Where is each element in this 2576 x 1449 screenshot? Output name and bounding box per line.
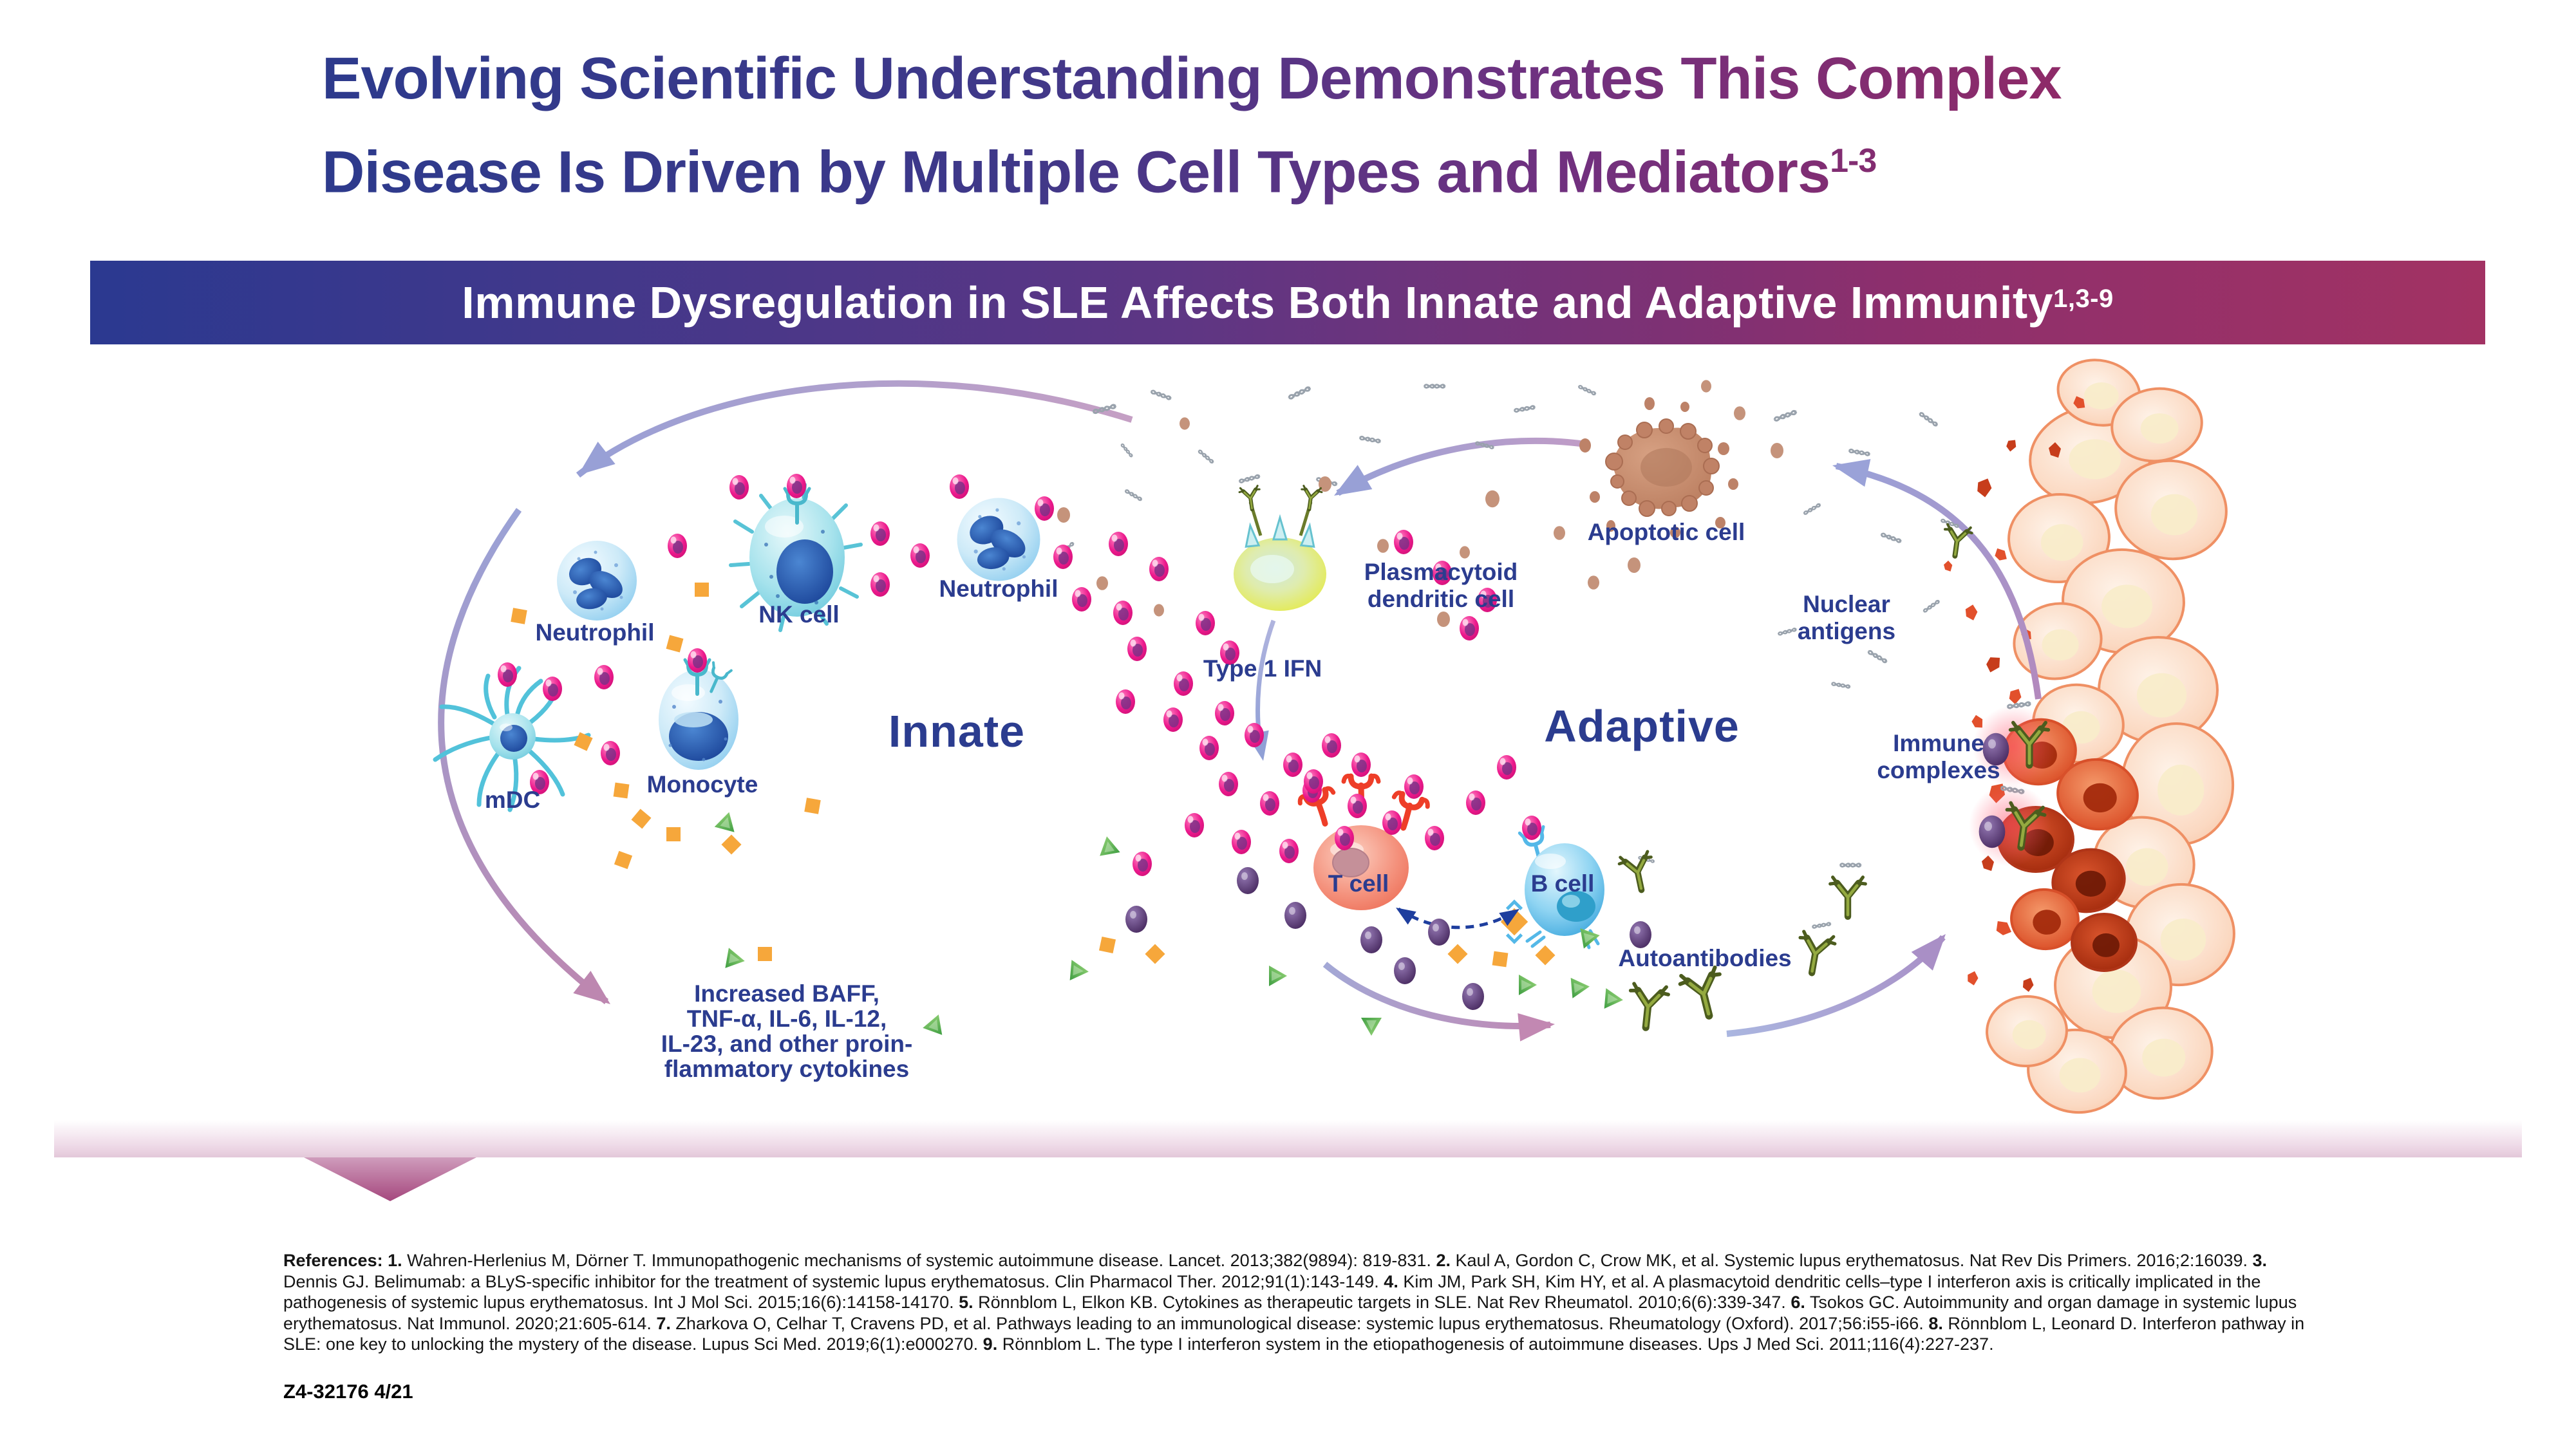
label-monocyte: Monocyte	[646, 771, 758, 798]
page-title-line2: Disease Is Driven by Multiple Cell Types…	[322, 139, 1877, 205]
neutrophil-left-illustration	[557, 541, 637, 621]
label-type1-ifn: Type 1 IFN	[1203, 655, 1322, 682]
divider-band	[54, 1120, 2522, 1157]
label-mdc: mDC	[484, 787, 541, 813]
apoptotic-cell-illustration	[1579, 397, 1738, 538]
label-pdc: Plasmacytoid dendritic cell	[1364, 559, 1518, 612]
monocyte-illustration	[659, 660, 738, 770]
label-innate: Innate	[888, 706, 1026, 756]
plasmacytoid-dendritic-cell-illustration	[1234, 501, 1326, 611]
label-nuclear-antigens: Nuclear antigens	[1797, 591, 1896, 644]
label-b-cell: B cell	[1530, 870, 1595, 897]
banner-reference-superscript: 1,3-9	[2053, 284, 2114, 313]
neutrophil-right-illustration	[957, 498, 1040, 581]
page-title: Evolving Scientific Understanding Demons…	[322, 37, 2062, 214]
document-code: Z4-32176 4/21	[283, 1380, 413, 1403]
banner-text: Immune Dysregulation in SLE Affects Both…	[462, 277, 2054, 328]
label-adaptive: Adaptive	[1544, 701, 1740, 751]
references-text: References: 1. Wahren-Herlenius M, Dörne…	[283, 1251, 2305, 1354]
label-autoantibodies: Autoantibodies	[1618, 945, 1792, 971]
label-immune-complexes: Immune complexes	[1877, 730, 2000, 783]
label-neutrophil-left: Neutrophil	[535, 619, 655, 646]
inflamed-tissue-illustration	[1986, 359, 2235, 1114]
label-apoptotic-cell: Apoptotic cell	[1587, 519, 1745, 545]
label-t-cell: T cell	[1328, 870, 1389, 897]
title-reference-superscript: 1-3	[1830, 142, 1877, 180]
pdc-receptor-antibody	[1239, 485, 1262, 510]
page-title-line1: Evolving Scientific Understanding Demons…	[322, 46, 2062, 111]
label-neutrophil-right: Neutrophil	[939, 575, 1058, 602]
nk-cell-illustration	[729, 483, 863, 632]
t-b-interaction-arrow	[1391, 901, 1524, 930]
pdc-receptor-antibody	[1299, 485, 1322, 510]
label-cytokines: Increased BAFF, TNF-α, IL-6, IL-12, IL-23…	[661, 980, 913, 1082]
immune-complexes-illustration	[1969, 706, 2055, 866]
section-banner: Immune Dysregulation in SLE Affects Both…	[90, 261, 2485, 344]
label-nk-cell: NK cell	[758, 601, 840, 628]
